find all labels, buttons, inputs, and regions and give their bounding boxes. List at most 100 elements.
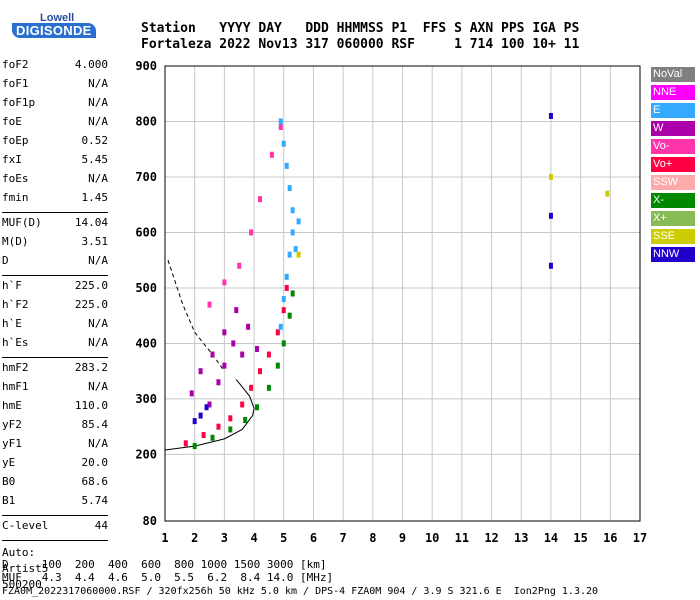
legend-item: SSW <box>651 175 695 190</box>
param-label: fxI <box>2 153 22 166</box>
param-separator <box>2 515 108 516</box>
param-value: 4.000 <box>74 58 108 71</box>
param-label: hmF1 <box>2 380 29 393</box>
data-point <box>548 212 553 219</box>
param-separator <box>2 540 108 541</box>
data-point <box>266 384 271 391</box>
x-tick-label: 17 <box>633 531 647 545</box>
x-tick-label: 3 <box>221 531 228 545</box>
data-point <box>222 329 227 336</box>
y-tick-label: 600 <box>135 225 157 239</box>
param-value: 110.0 <box>74 399 108 412</box>
data-point <box>258 196 262 203</box>
x-tick-label: 8 <box>369 531 376 545</box>
data-point <box>210 351 215 358</box>
footer-muf-row: MUF 4.3 4.4 4.6 5.0 5.5 6.2 8.4 14.0 [MH… <box>2 571 334 584</box>
data-point <box>281 340 286 347</box>
param-row: B1 5.74 <box>2 494 108 512</box>
y-tick-label: 700 <box>135 170 157 184</box>
data-point <box>228 415 233 422</box>
param-value: 0.52 <box>81 134 109 147</box>
data-point <box>201 431 206 438</box>
legend-item: W <box>651 121 695 136</box>
param-label: foF1 <box>2 77 29 90</box>
footer-file-info: FZA0M_2022317060000.RSF / 320fx256h 50 k… <box>2 586 599 597</box>
param-label: foF2 <box>2 58 29 71</box>
param-label: foEp <box>2 134 29 147</box>
param-label: yE <box>2 456 16 469</box>
data-point <box>281 140 286 147</box>
data-point <box>278 323 283 330</box>
param-row: fmin 1.45 <box>2 191 108 209</box>
param-value: N/A <box>88 172 108 185</box>
auto-scaling-line1: Auto: <box>2 546 36 559</box>
data-point <box>207 401 212 408</box>
data-point <box>287 185 292 192</box>
y-tick-label: 900 <box>135 59 157 73</box>
param-row: hmF2 283.2 <box>2 361 108 379</box>
data-point <box>192 443 197 450</box>
legend-item: SSE <box>651 229 695 244</box>
chart-grid <box>164 65 641 522</box>
data-point <box>216 423 221 430</box>
profile-line <box>167 260 225 372</box>
legend-item: NoVal <box>651 67 695 82</box>
data-point <box>293 246 298 253</box>
param-value: N/A <box>88 336 108 349</box>
legend-item: X- <box>651 193 695 208</box>
param-value: N/A <box>88 437 108 450</box>
legend-item: Vo- <box>651 139 695 154</box>
data-point <box>216 379 221 386</box>
data-point <box>249 229 254 236</box>
param-row: hmF1 N/A <box>2 380 108 398</box>
y-tick-label: 300 <box>135 392 157 406</box>
param-row: h`F2 225.0 <box>2 298 108 316</box>
param-label: foEs <box>2 172 29 185</box>
data-point <box>246 323 251 330</box>
x-tick-labels: 1 2 3 4 5 6 7 8 9 10 11 12 13 14 15 16 17 <box>161 531 647 545</box>
header-row-values: Fortaleza 2022 Nov13 317 060000 RSF 1 71… <box>141 37 580 52</box>
param-label: C-level <box>2 519 49 532</box>
param-label: h`F2 <box>2 298 29 311</box>
data-point <box>284 273 289 280</box>
x-tick-label: 11 <box>455 531 469 545</box>
param-row: foF2 4.000 <box>2 58 108 76</box>
data-point <box>249 384 254 391</box>
data-point <box>281 307 286 314</box>
data-point <box>258 368 262 375</box>
data-point <box>548 262 553 269</box>
data-point <box>210 434 215 441</box>
data-point <box>192 418 197 425</box>
legend-item: NNW <box>651 247 695 262</box>
data-point <box>240 401 245 408</box>
data-point <box>548 173 553 180</box>
profile-line <box>164 379 255 451</box>
param-row: foEs N/A <box>2 172 108 190</box>
param-value: 225.0 <box>74 279 108 292</box>
param-row: h`F 225.0 <box>2 279 108 297</box>
param-label: h`E <box>2 317 22 330</box>
param-row: foE N/A <box>2 115 108 133</box>
param-value: N/A <box>88 380 108 393</box>
param-label: D <box>2 254 9 267</box>
param-label: h`F <box>2 279 22 292</box>
data-point <box>284 162 289 169</box>
data-point <box>287 251 292 258</box>
data-point <box>189 390 194 397</box>
param-label: hmE <box>2 399 22 412</box>
data-point <box>198 368 203 375</box>
param-value: 20.0 <box>81 456 109 469</box>
param-value: N/A <box>88 77 108 90</box>
param-row: hmE 110.0 <box>2 399 108 417</box>
footer-distance-row: D 100 200 400 600 800 1000 1500 3000 [km… <box>2 558 327 571</box>
x-tick-label: 1 <box>161 531 168 545</box>
data-point <box>231 340 236 347</box>
legend-item: Vo+ <box>651 157 695 172</box>
data-point <box>284 284 289 291</box>
param-row: yF2 85.4 <box>2 418 108 436</box>
x-tick-label: 16 <box>603 531 617 545</box>
data-point <box>266 351 271 358</box>
data-point <box>243 417 248 424</box>
param-label: B1 <box>2 494 16 507</box>
